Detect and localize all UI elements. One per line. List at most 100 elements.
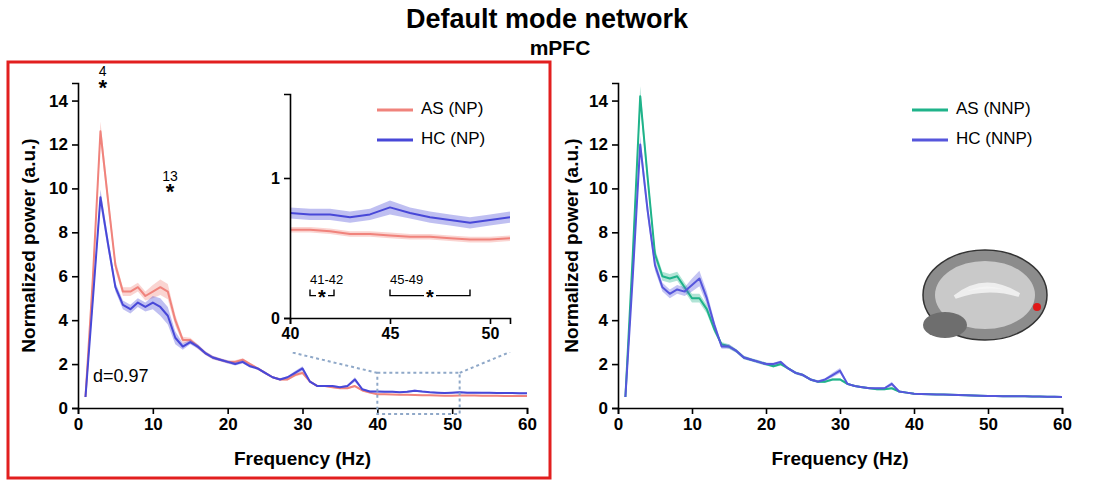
y-tick: 2	[59, 355, 78, 374]
x-tick-mark	[766, 408, 768, 414]
error-band	[625, 136, 1062, 398]
y-tick-label: 6	[59, 267, 68, 286]
plot-area	[290, 200, 510, 242]
y-tick-label: 10	[589, 179, 608, 198]
x-tick-mark	[227, 408, 229, 414]
x-axis: 0 10 20 30 40 50 60	[74, 408, 537, 434]
x-tick: 60	[518, 408, 537, 434]
x-tick-label: 10	[144, 415, 163, 434]
y-axis: 01	[271, 95, 290, 327]
y-axis-line	[72, 84, 79, 409]
x-tick: 0	[74, 408, 83, 434]
x-tick-mark	[490, 318, 492, 324]
y-tick-label: 0	[599, 399, 608, 418]
figure: Default mode networkmPFC0102030405060024…	[0, 0, 1094, 483]
y-axis: 0 2 4 6 8 10 12 14	[49, 84, 78, 418]
x-axis-title: Frequency (Hz)	[771, 448, 908, 469]
zoom-box	[377, 373, 459, 414]
x-tick: 20	[219, 408, 238, 434]
x-axis: 404550	[282, 318, 511, 342]
x-tick-label: 50	[443, 415, 462, 434]
series-line	[625, 96, 1062, 397]
x-tick-mark	[527, 408, 529, 414]
x-tick-label: 30	[294, 415, 313, 434]
y-tick-mark	[612, 408, 618, 410]
y-tick-label: 4	[59, 311, 69, 330]
error-band	[290, 227, 510, 242]
x-tick: 40	[905, 408, 924, 434]
brain-cerebellum	[923, 312, 967, 338]
y-tick: 4	[59, 311, 78, 330]
y-tick-mark	[72, 408, 78, 410]
y-tick-mark	[612, 144, 618, 146]
y-tick-mark	[612, 320, 618, 322]
x-tick-label: 20	[757, 415, 776, 434]
series-line	[290, 207, 510, 222]
x-tick-mark	[692, 408, 694, 414]
error-band	[625, 86, 1062, 398]
bracket-label: 41-42	[310, 272, 343, 287]
y-tick-mark	[284, 178, 290, 180]
y-tick-label: 0	[271, 310, 280, 327]
legend: AS (NP)HC (NP)	[377, 99, 485, 148]
y-tick: 12	[49, 135, 78, 154]
x-axis: 0102030405060	[614, 408, 1072, 434]
y-tick-label: 6	[599, 267, 608, 286]
y-tick-label: 14	[49, 92, 68, 111]
x-tick-label: 40	[282, 325, 300, 342]
y-tick-mark	[72, 144, 78, 146]
y-axis-title: Normalized power (a.u.)	[18, 138, 39, 352]
y-tick-label: 10	[49, 179, 68, 198]
y-tick: 14	[49, 92, 78, 111]
legend-swatch	[377, 139, 413, 142]
y-tick-label: 4	[599, 311, 609, 330]
y-tick: 14	[589, 92, 618, 111]
y-tick: 4	[599, 311, 618, 330]
significance-star: *	[318, 286, 326, 308]
x-tick-label: 10	[683, 415, 702, 434]
chart-2: 010203040506002468101214Frequency (Hz)No…	[561, 84, 1072, 470]
y-tick-mark	[72, 364, 78, 366]
annotation: d=0.97	[93, 366, 149, 386]
brain-icon	[923, 250, 1047, 340]
chart-1: 40455001*41-42*45-49	[262, 90, 518, 352]
bracket-label: 45-49	[390, 272, 423, 287]
y-tick-label: 14	[589, 92, 608, 111]
x-tick-label: 0	[74, 415, 83, 434]
y-tick-mark	[72, 232, 78, 234]
x-tick: 60	[1053, 408, 1072, 434]
y-tick-label: 1	[271, 170, 280, 187]
legend-swatch	[912, 139, 948, 142]
x-tick: 0	[614, 408, 623, 434]
x-tick-mark	[302, 408, 304, 414]
y-axis-line	[284, 95, 291, 319]
inset-background	[262, 90, 518, 352]
series-line	[625, 144, 1062, 397]
legend-label: HC (NP)	[421, 129, 485, 148]
legend-swatch	[377, 109, 413, 112]
y-axis-title: Normalized power (a.u.)	[561, 138, 582, 352]
title: Default mode network	[406, 4, 689, 34]
x-tick: 30	[294, 408, 313, 434]
y-tick-mark	[284, 318, 290, 320]
y-tick-label: 2	[59, 355, 68, 374]
y-tick-label: 0	[59, 399, 68, 418]
x-tick-mark	[914, 408, 916, 414]
x-tick-label: 60	[518, 415, 537, 434]
panel-frame	[8, 62, 550, 478]
x-tick-label: 50	[979, 415, 998, 434]
x-tick-label: 40	[905, 415, 924, 434]
significance-star: *	[426, 286, 434, 308]
x-tick: 50	[979, 408, 998, 434]
y-tick: 8	[59, 223, 78, 242]
y-tick-mark	[612, 276, 618, 278]
legend-swatch	[912, 109, 948, 112]
annotation: *	[98, 75, 107, 100]
x-tick-mark	[840, 408, 842, 414]
zoom-connector	[290, 352, 377, 373]
subtitle: mPFC	[530, 36, 591, 59]
brain-region	[1033, 303, 1041, 311]
y-tick: 6	[59, 267, 78, 286]
x-tick-label: 40	[368, 415, 387, 434]
x-tick-label: 50	[482, 325, 500, 342]
